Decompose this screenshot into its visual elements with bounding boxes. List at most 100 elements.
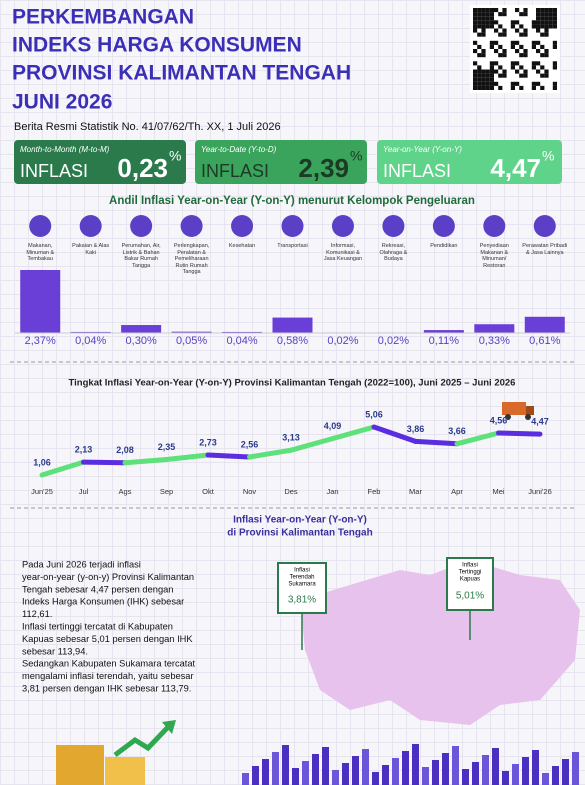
qr-cell	[519, 85, 524, 90]
qr-cell	[536, 8, 541, 13]
card-period: Month-to-Month (M-to-M)	[20, 145, 110, 154]
cards: Month-to-Month (M-to-M) INFLASI 0,23 % Y…	[14, 140, 562, 184]
qr-cell	[540, 20, 545, 25]
qr-cell	[515, 69, 520, 74]
building	[482, 755, 489, 785]
value-label: 2,37%	[25, 335, 56, 347]
building	[502, 771, 509, 785]
line-segment	[122, 457, 169, 466]
qr-cell	[544, 49, 549, 54]
value-label: 0,30%	[126, 335, 157, 347]
callout-value: 3,81%	[288, 595, 316, 606]
card-label: INFLASI	[201, 161, 269, 181]
qr-cell	[523, 49, 528, 54]
value-label: 0,04%	[226, 335, 257, 347]
bar	[423, 330, 464, 333]
qr-cell	[485, 85, 490, 90]
qr-cell	[510, 40, 515, 45]
qr-cell	[544, 24, 549, 29]
qr-cell	[477, 8, 482, 13]
callout-label: Kapuas	[460, 577, 480, 583]
category-icon	[533, 215, 556, 237]
bar	[171, 331, 212, 333]
map-title: Inflasi Year-on-Year (Y-on-Y)	[233, 515, 367, 526]
qr-cell	[477, 69, 482, 74]
building	[272, 752, 279, 785]
building	[442, 753, 449, 785]
x-tick-label: Apr	[451, 487, 463, 496]
qr-cell	[548, 8, 553, 13]
qr-cell	[502, 28, 507, 33]
qr-cell	[544, 53, 549, 58]
qr-cell	[540, 8, 545, 13]
qr-cell	[515, 20, 520, 25]
value-label: 0,02%	[327, 335, 358, 347]
qr-cell	[544, 16, 549, 21]
qr-cell	[494, 49, 499, 54]
qr-cell	[481, 16, 486, 21]
qr-cell	[540, 12, 545, 17]
callout-label: Inflasi	[462, 563, 478, 569]
value-label: 3,13	[282, 433, 300, 443]
qr-cell	[489, 65, 494, 70]
qr-cell	[498, 53, 503, 58]
card-value: 0,23	[117, 153, 168, 183]
category-label: Informasi, Komunikasi & Jasa Keuangan	[323, 243, 363, 262]
qr-cell	[502, 8, 507, 13]
value-label: 4,56	[490, 415, 508, 425]
qr-cell	[552, 8, 557, 13]
qr-cell	[523, 53, 528, 58]
qr-cell	[481, 12, 486, 17]
building	[302, 761, 309, 785]
value-label: 0,04%	[75, 335, 106, 347]
qr-cell	[498, 44, 503, 49]
qr-cell	[519, 73, 524, 78]
category-icon	[231, 215, 254, 237]
qr-cell	[552, 44, 557, 49]
card	[195, 140, 367, 184]
building	[332, 770, 339, 785]
qr-cell	[548, 12, 553, 17]
qr-cell	[536, 81, 541, 86]
qr-cell	[489, 16, 494, 21]
building	[522, 757, 529, 785]
value-label: 0,33%	[479, 335, 510, 347]
qr-cell	[473, 28, 478, 33]
qr-cell	[481, 20, 486, 25]
category-label: Makanan, Minuman & Tembakau	[26, 243, 55, 262]
card-unit: %	[350, 148, 362, 164]
building	[422, 767, 429, 785]
category-icon	[483, 215, 506, 237]
category-icon	[432, 215, 455, 237]
qr-cell	[485, 20, 490, 25]
value-label: 1,06	[33, 457, 51, 467]
callout-label: Terendah	[289, 575, 314, 581]
callout-label: Tertinggi	[459, 570, 482, 576]
card-label: INFLASI	[383, 161, 451, 181]
qr-cell	[531, 20, 536, 25]
qr-cell	[481, 73, 486, 78]
paragraph-line: 112,61.	[22, 609, 52, 619]
building	[362, 749, 369, 785]
qr-cell	[489, 73, 494, 78]
qr-cell	[477, 12, 482, 17]
building	[542, 773, 549, 785]
building	[322, 747, 329, 785]
qr-cell	[477, 24, 482, 29]
qr-cell	[552, 65, 557, 70]
qr-cell	[502, 73, 507, 78]
qr-cell	[502, 49, 507, 54]
qr-cell	[519, 53, 524, 58]
bar-chart-title: Andil Inflasi Year-on-Year (Y-on-Y) menu…	[109, 195, 475, 207]
paragraph-line: sebesar 113,94.	[22, 646, 88, 656]
qr-cell	[510, 85, 515, 90]
callout-value: 5,01%	[456, 591, 484, 602]
paragraph-line: Indeks Harga Konsumen (IHK) sebesar	[22, 597, 184, 607]
truck-icon	[502, 402, 534, 420]
qr-cell	[552, 20, 557, 25]
callout-label: Inflasi	[294, 568, 310, 574]
qr-cell	[481, 8, 486, 13]
title-line: PROVINSI KALIMANTAN TENGAH	[12, 62, 351, 85]
line-segment	[81, 459, 128, 466]
category-label: Penyediaan Makanan & Minuman/ Restoran	[479, 243, 509, 269]
